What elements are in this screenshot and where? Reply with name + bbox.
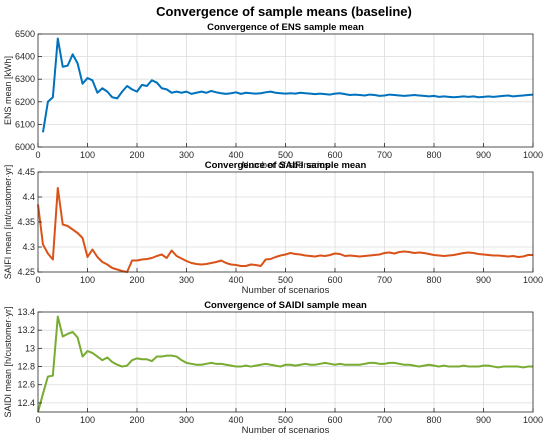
ens-series-line bbox=[41, 37, 534, 133]
ens-x-tick-label: 100 bbox=[80, 150, 95, 160]
saifi-x-tick-label: 0 bbox=[35, 275, 40, 285]
ens-x-tick-label: 1000 bbox=[523, 150, 543, 160]
saifi-panel: 0 100 200 300 400 500 600 700 800 900 1000 4.25 4.3 4… bbox=[3, 160, 543, 296]
saidi-y-tick-label: 13 bbox=[25, 343, 35, 353]
ens-y-tick-label: 6000 bbox=[15, 142, 35, 152]
panels: 0 100 200 300 400 500 600 700 800 900 100060006100… bbox=[3, 22, 543, 436]
saidi-x-tick-label: 600 bbox=[327, 415, 342, 425]
saidi-panel: 0 100 200 300 400 500 600 700 800 900 1000 12.4 12.6… bbox=[3, 300, 543, 436]
saidi-y-tick-label: 12.4 bbox=[17, 398, 35, 408]
saidi-y-tick-label: 12.8 bbox=[17, 362, 35, 372]
ens-x-tick-label: 700 bbox=[377, 150, 392, 160]
saifi-y-tick-label: 4.4 bbox=[22, 192, 35, 202]
ens-x-tick-label: 900 bbox=[476, 150, 491, 160]
saifi-x-tick-label: 700 bbox=[377, 275, 392, 285]
saifi-x-tick-label: 500 bbox=[278, 275, 293, 285]
saidi-y-axis-label: SAIDI mean [h/customer·yr] bbox=[3, 306, 13, 417]
saifi-x-tick-label: 600 bbox=[327, 275, 342, 285]
saifi-x-tick-label: 900 bbox=[476, 275, 491, 285]
saifi-y-tick-label: 4.25 bbox=[17, 267, 35, 277]
ens-y-tick-label: 6400 bbox=[15, 52, 35, 62]
saidi-x-tick-label: 300 bbox=[179, 415, 194, 425]
saidi-y-tick-label: 12.6 bbox=[17, 380, 35, 390]
ens-x-axis-label: Number of scenarios bbox=[242, 160, 330, 171]
ens-y-tick-label: 6300 bbox=[15, 74, 35, 84]
saidi-x-tick-label: 800 bbox=[426, 415, 441, 425]
saidi-x-tick-label: 100 bbox=[80, 415, 95, 425]
saifi-x-tick-label: 300 bbox=[179, 275, 194, 285]
ens-x-tick-label: 300 bbox=[179, 150, 194, 160]
saidi-x-tick-label: 400 bbox=[228, 415, 243, 425]
saifi-series-line bbox=[37, 187, 533, 273]
saifi-x-tick-label: 400 bbox=[228, 275, 243, 285]
saidi-x-axis-label: Number of scenarios bbox=[242, 425, 330, 436]
ens-panel: 0 100 200 300 400 500 600 700 800 900 1000 6000 6100… bbox=[3, 22, 543, 171]
saidi-x-tick-label: 500 bbox=[278, 415, 293, 425]
saidi-x-tick-label: 200 bbox=[129, 415, 144, 425]
ens-panel-title: Convergence of ENS sample mean bbox=[207, 22, 364, 33]
saifi-x-tick-label: 200 bbox=[129, 275, 144, 285]
saifi-x-tick-label: 1000 bbox=[523, 275, 543, 285]
saidi-y-tick-label: 13.4 bbox=[17, 307, 35, 317]
saidi-series-line bbox=[37, 315, 533, 413]
saidi-x-tick-label: 1000 bbox=[523, 415, 543, 425]
ens-x-tick-label: 0 bbox=[35, 150, 40, 160]
ens-y-tick-label: 6200 bbox=[15, 97, 35, 107]
saifi-panel-title: Convergence of SAIFI sample mean bbox=[205, 160, 367, 171]
saifi-x-tick-label: 800 bbox=[426, 275, 441, 285]
figure-title: Convergence of sample means (baseline) bbox=[156, 4, 412, 19]
saifi-x-tick-label: 100 bbox=[80, 275, 95, 285]
saidi-x-tick-label: 0 bbox=[35, 415, 40, 425]
ens-x-tick-label: 800 bbox=[426, 150, 441, 160]
saidi-x-tick-label: 700 bbox=[377, 415, 392, 425]
saidi-x-tick-label: 900 bbox=[476, 415, 491, 425]
saifi-x-axis-label: Number of scenarios bbox=[242, 285, 330, 296]
saidi-panel-title: Convergence of SAIDI sample mean bbox=[204, 300, 367, 311]
saifi-y-tick-label: 4.35 bbox=[17, 217, 35, 227]
ens-y-tick-label: 6100 bbox=[15, 119, 35, 129]
ens-x-tick-label: 400 bbox=[228, 150, 243, 160]
saifi-y-axis-label: SAIFI mean [int/customer·yr] bbox=[3, 165, 13, 280]
saidi-y-tick-label: 13.2 bbox=[17, 325, 35, 335]
ens-y-axis-label: ENS mean [kWh] bbox=[3, 56, 13, 125]
ens-x-tick-label: 500 bbox=[278, 150, 293, 160]
saifi-y-tick-label: 4.3 bbox=[22, 242, 35, 252]
ens-x-tick-label: 600 bbox=[327, 150, 342, 160]
saifi-y-tick-label: 4.45 bbox=[17, 167, 35, 177]
ens-y-tick-label: 6500 bbox=[15, 29, 35, 39]
ens-x-tick-label: 200 bbox=[129, 150, 144, 160]
